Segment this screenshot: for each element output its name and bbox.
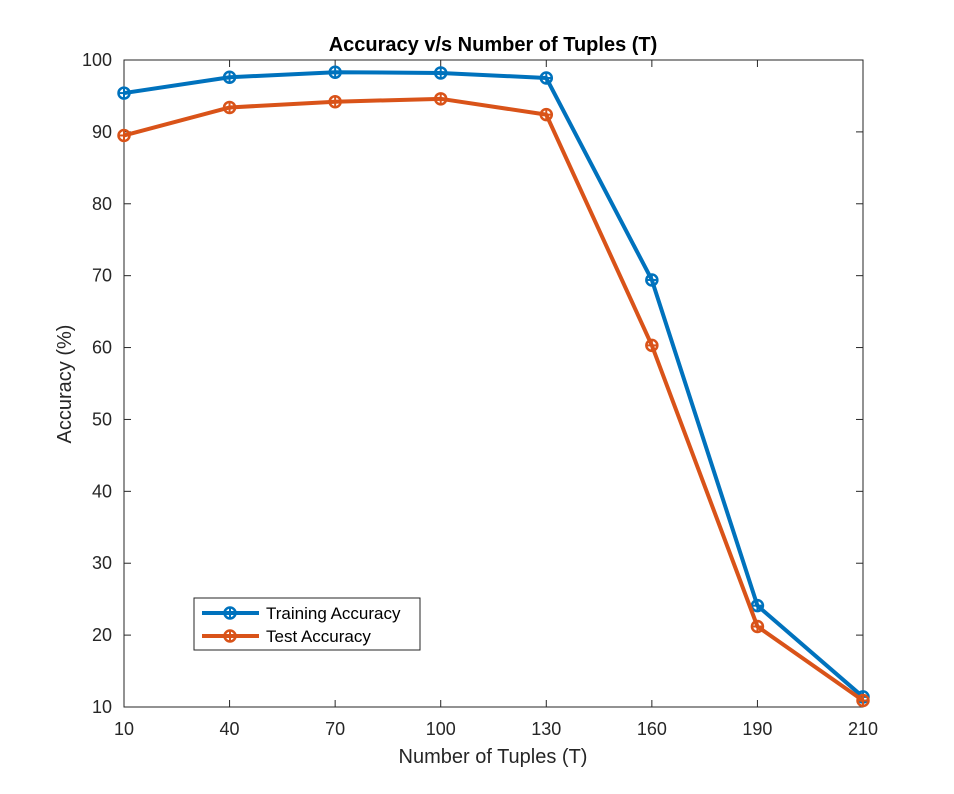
x-tick-label: 130 — [531, 719, 561, 739]
x-axis-label: Number of Tuples (T) — [399, 746, 588, 768]
data-point — [645, 273, 659, 287]
x-tick-label: 40 — [220, 719, 240, 739]
x-tick-label: 10 — [114, 719, 134, 739]
data-point — [117, 86, 131, 100]
legend-marker — [223, 606, 237, 620]
y-tick-label: 90 — [92, 122, 112, 142]
data-point — [433, 66, 448, 80]
data-point — [750, 598, 765, 613]
y-tick-label: 10 — [92, 697, 112, 717]
chart-title: Accuracy v/s Number of Tuples (T) — [329, 34, 658, 56]
y-axis-label: Accuracy (%) — [54, 325, 76, 444]
x-axis-ticks: 10 40 70 100 130 160 190 210 — [114, 60, 878, 739]
x-tick-label: 210 — [848, 719, 878, 739]
data-point — [222, 100, 237, 115]
data-point — [328, 94, 342, 109]
data-point — [222, 70, 237, 85]
data-point — [645, 338, 659, 353]
y-tick-label: 100 — [82, 50, 112, 70]
y-tick-label: 40 — [92, 481, 112, 501]
data-point — [117, 128, 131, 143]
x-tick-label: 190 — [742, 719, 772, 739]
x-tick-label: 160 — [637, 719, 667, 739]
data-point — [433, 92, 448, 106]
data-point — [750, 619, 765, 634]
series-line — [123, 70, 865, 699]
data-point — [539, 107, 554, 122]
data-point — [856, 693, 870, 708]
legend-label: Training Accuracy — [266, 604, 401, 623]
y-tick-label: 30 — [92, 553, 112, 573]
series-test-accuracy — [117, 92, 870, 708]
data-point — [328, 65, 342, 79]
legend-item: Test Accuracy — [202, 627, 371, 646]
y-axis-ticks: 10 20 30 40 50 60 70 80 90 100 — [82, 50, 863, 717]
y-tick-label: 80 — [92, 194, 112, 214]
legend-item: Training Accuracy — [202, 604, 401, 623]
y-tick-label: 20 — [92, 625, 112, 645]
x-tick-label: 70 — [325, 719, 345, 739]
y-tick-label: 60 — [92, 338, 112, 358]
legend-marker — [223, 629, 237, 643]
x-tick-label: 100 — [426, 719, 456, 739]
series-line — [123, 96, 865, 703]
series-layer — [117, 65, 870, 708]
legend: Training Accuracy Test Accuracy — [193, 597, 421, 651]
legend-label: Test Accuracy — [266, 627, 371, 646]
data-point — [539, 71, 554, 85]
y-tick-label: 50 — [92, 409, 112, 429]
y-tick-label: 70 — [92, 266, 112, 286]
